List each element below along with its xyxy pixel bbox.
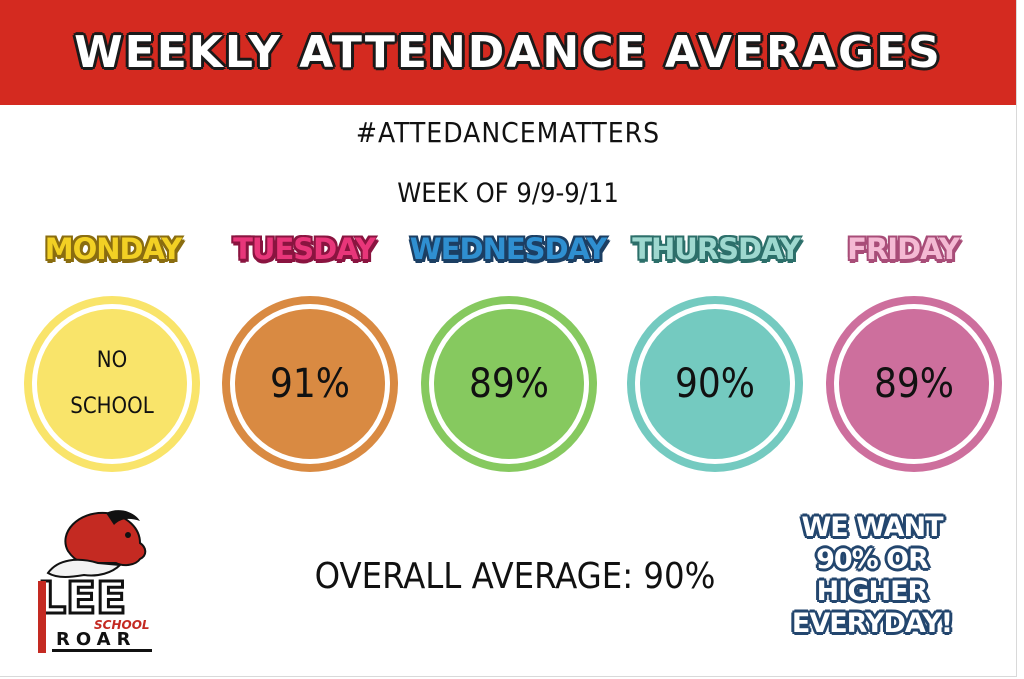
logo-school: SCHOOL — [94, 618, 150, 632]
attendance-goal: WE WANT 90% OR HIGHER EVERYDAY! — [772, 512, 972, 640]
day-value-monday: NO SCHOOL — [70, 348, 154, 419]
day-circle-thursday: 90% — [627, 296, 803, 472]
goal-line: EVERYDAY! — [791, 608, 953, 639]
day-value-thursday: 90% — [675, 361, 755, 407]
title-banner: WEEKLY ATTENDANCE AVERAGES — [0, 0, 1016, 105]
goal-line: 90% OR — [816, 544, 929, 575]
day-value-friday: 89% — [874, 361, 954, 407]
day-circle-friday: 89% — [826, 296, 1002, 472]
page-title: WEEKLY ATTENDANCE AVERAGES — [74, 27, 942, 78]
goal-line: HIGHER — [816, 576, 929, 607]
day-circle-wednesday: 89% — [421, 296, 597, 472]
overall-average: OVERALL AVERAGE: 90% — [314, 556, 716, 597]
day-label-friday: FRIDAY — [847, 232, 960, 266]
day-label-wednesday: WEDNESDAY — [409, 232, 608, 266]
hashtag: #ATTEDANCEMATTERS — [355, 116, 661, 149]
day-circle-tuesday: 91% — [222, 296, 398, 472]
week-range: WEEK OF 9/9-9/11 — [397, 178, 619, 209]
day-circle-monday: NO SCHOOL — [24, 296, 200, 472]
lion-icon — [46, 510, 147, 578]
day-label-monday: MONDAY — [44, 232, 183, 266]
logo-roar: ROAR — [56, 629, 136, 650]
day-label-thursday: THURSDAY — [632, 232, 801, 266]
day-value-tuesday: 91% — [270, 361, 350, 407]
logo-name: LEE — [38, 573, 126, 624]
day-value-wednesday: 89% — [469, 361, 549, 407]
goal-line: WE WANT — [801, 512, 943, 543]
day-label-tuesday: TUESDAY — [233, 232, 376, 266]
lee-school-logo: LEE SCHOOL ROAR — [37, 510, 152, 653]
